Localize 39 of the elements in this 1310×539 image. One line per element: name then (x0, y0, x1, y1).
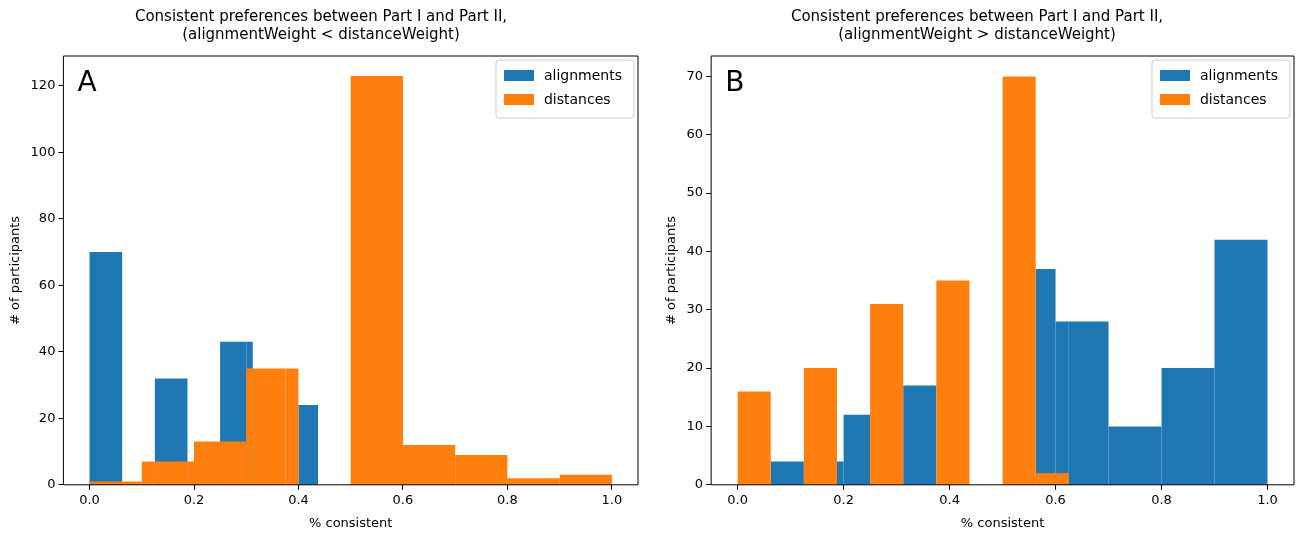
y-tick-label: 20 (38, 409, 56, 425)
y-tick-label: 30 (686, 301, 704, 317)
y-tick-label: 120 (30, 77, 56, 93)
y-tick-label: 40 (686, 242, 704, 258)
x-axis-title: % consistent (960, 514, 1045, 530)
y-axis-title: # of participants (663, 215, 679, 325)
legend-label: alignments (543, 66, 623, 83)
x-tick-label: 1.0 (601, 491, 623, 507)
y-tick-label: 0 (694, 476, 704, 492)
y-tick-label: 60 (686, 126, 704, 142)
y-tick-label: 50 (686, 184, 704, 200)
legend-label: distances (543, 90, 611, 107)
x-axis-title: % consistent (309, 514, 393, 530)
x-tick-label: 0.4 (939, 491, 960, 507)
x-tick-label: 0.6 (1045, 491, 1066, 507)
y-tick-label: 60 (38, 276, 56, 292)
y-tick-label: 10 (686, 417, 704, 433)
y-tick-label: 40 (38, 343, 56, 359)
annotation: A (77, 65, 97, 99)
y-tick-label: 100 (30, 143, 56, 159)
y-axis-title: # of participants (7, 215, 23, 325)
x-tick-label: 0.2 (183, 491, 205, 507)
y-tick-label: 70 (686, 67, 704, 83)
x-tick-label: 0.6 (392, 491, 414, 507)
x-tick-label: 0.2 (833, 491, 854, 507)
x-tick-label: 0.4 (288, 491, 309, 507)
y-tick-label: 80 (38, 210, 56, 226)
legend-label: distances (1199, 90, 1267, 107)
chart-title: Consistent preferences between Part I and Part II, (alignmentWeight > distanceWeight) (790, 6, 1164, 43)
x-tick-label: 1.0 (1257, 491, 1278, 507)
x-tick-label: 0.0 (727, 491, 748, 507)
chart-title: Consistent preferences between Part I and Part II, (alignmentWeight < distanceWeight) (134, 6, 508, 43)
y-tick-label: 0 (47, 476, 56, 492)
legend-label: alignments (1199, 66, 1279, 83)
x-tick-label: 0.8 (1151, 491, 1172, 507)
x-tick-label: 0.0 (79, 491, 100, 507)
annotation: B (725, 65, 745, 99)
y-tick-label: 20 (686, 359, 704, 375)
x-tick-label: 0.8 (497, 491, 518, 507)
